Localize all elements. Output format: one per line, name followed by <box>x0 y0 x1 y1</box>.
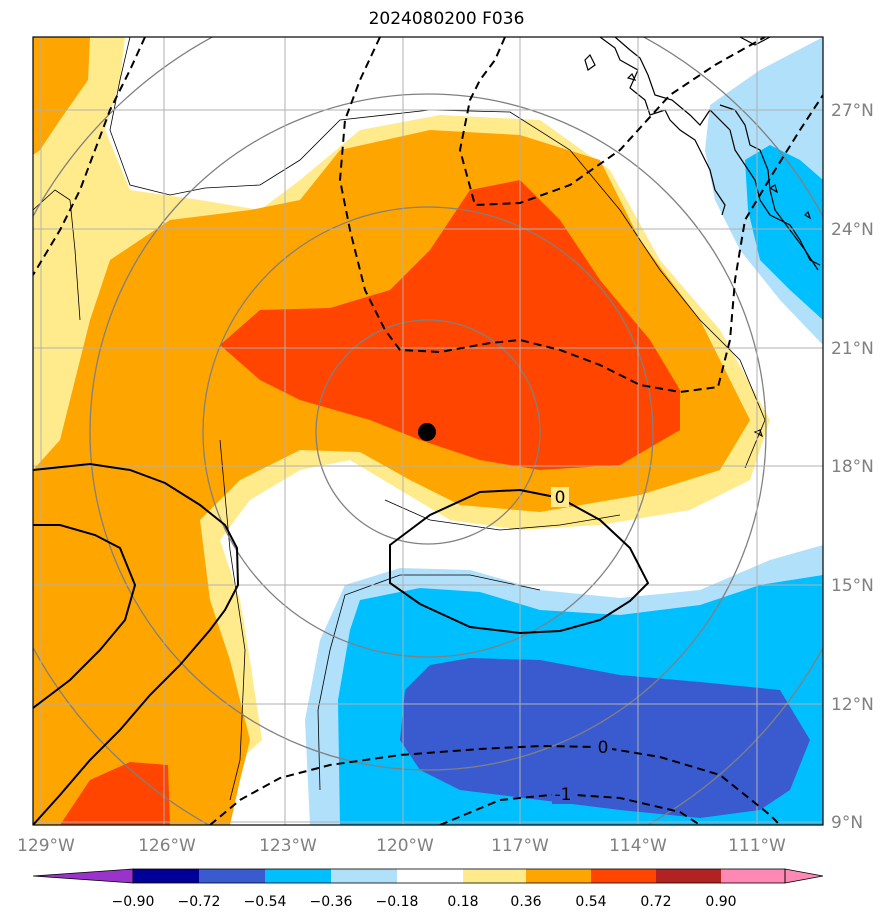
lon-label-111: 111°W <box>728 836 786 856</box>
lon-label-126: 126°W <box>138 836 196 856</box>
solid-contours <box>33 462 650 825</box>
contour-label-0: 0 <box>555 488 566 508</box>
colorbar-seg-7 <box>591 869 656 883</box>
cb-tick-3: −0.36 <box>310 894 353 910</box>
cb-tick-7: 0.54 <box>575 894 606 910</box>
colorbar-seg-9 <box>721 869 785 883</box>
map-frame <box>32 36 824 826</box>
lon-tick-labels: 129°W 126°W 123°W 120°W 117°W 114°W 111°… <box>17 836 786 856</box>
lon-label-123: 123°W <box>259 836 317 856</box>
cb-tick-0: −0.90 <box>112 894 155 910</box>
lon-label-120: 120°W <box>376 836 434 856</box>
colorbar-extend-high <box>784 868 824 884</box>
lat-label-12: 12°N <box>831 695 874 715</box>
dashed-contours <box>33 37 823 825</box>
cb-tick-4: −0.18 <box>376 894 419 910</box>
lat-label-24: 24°N <box>831 220 874 240</box>
lat-label-18: 18°N <box>831 457 874 477</box>
cb-tick-8: 0.72 <box>640 894 671 910</box>
colorbar: −0.90 −0.72 −0.54 −0.36 −0.18 0.18 0.36 … <box>32 868 824 910</box>
lat-label-9: 9°N <box>831 813 863 833</box>
lon-label-114: 114°W <box>609 836 667 856</box>
coastline <box>584 37 821 438</box>
lat-label-27: 27°N <box>831 101 874 121</box>
cb-tick-9: 0.90 <box>705 894 736 910</box>
cb-tick-6: 0.36 <box>510 894 541 910</box>
map-area: 0 0 -1 <box>33 37 823 825</box>
colorbar-seg-3 <box>331 869 397 883</box>
lon-label-129: 129°W <box>17 836 75 856</box>
negative-anomaly-fill <box>305 37 823 825</box>
positive-anomaly-fill <box>33 37 770 825</box>
zero-outline-lines <box>33 37 766 801</box>
colorbar-seg-2 <box>265 869 331 883</box>
colorbar-seg-4 <box>397 869 463 883</box>
contour-labels: 0 0 -1 <box>551 487 612 805</box>
contour-label-1: 0 <box>598 738 609 758</box>
range-rings <box>33 37 823 825</box>
lat-tick-labels: 27°N 24°N 21°N 18°N 15°N 12°N 9°N <box>831 101 874 833</box>
cb-tick-5: 0.18 <box>447 894 478 910</box>
lat-lon-grid <box>33 37 823 825</box>
colorbar-seg-6 <box>526 869 591 883</box>
colorbar-seg-1 <box>199 869 265 883</box>
colorbar-seg-8 <box>656 869 721 883</box>
colorbar-seg-5 <box>463 869 526 883</box>
map-title: 2024080200 F036 <box>368 9 525 29</box>
lon-label-117: 117°W <box>491 836 549 856</box>
cb-tick-2: −0.54 <box>244 894 287 910</box>
cb-tick-1: −0.72 <box>178 894 221 910</box>
colorbar-extend-low <box>32 868 134 884</box>
lat-label-21: 21°N <box>831 339 874 359</box>
storm-center-marker <box>418 423 436 441</box>
colorbar-frame <box>132 868 786 884</box>
lat-label-15: 15°N <box>831 576 874 596</box>
colorbar-seg-0 <box>133 869 199 883</box>
contour-label-2: -1 <box>555 785 572 805</box>
colorbar-tick-labels: −0.90 −0.72 −0.54 −0.36 −0.18 0.18 0.36 … <box>112 894 737 910</box>
